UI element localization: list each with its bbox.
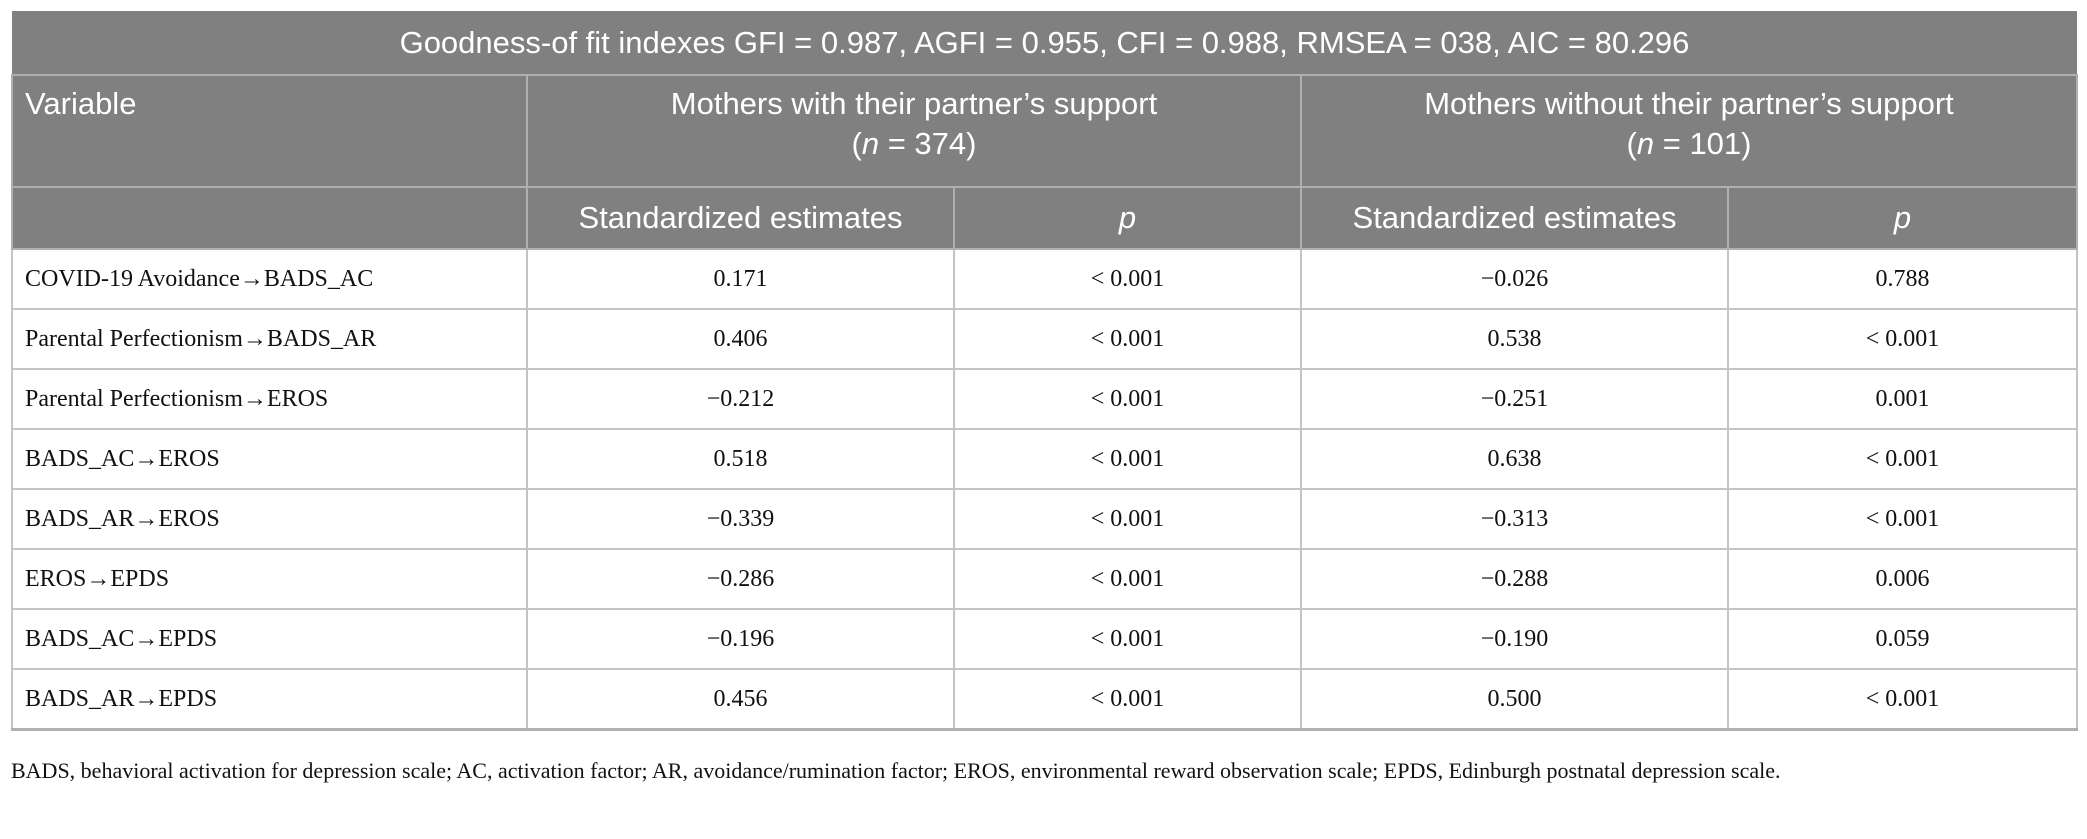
value-cell: 0.518 <box>526 428 955 490</box>
value-cell: < 0.001 <box>1726 488 2079 550</box>
value-cell: 0.406 <box>526 308 955 370</box>
value-cell: < 0.001 <box>953 308 1302 370</box>
group-name: Mothers with their partner’s support <box>670 86 1158 121</box>
variable-cell: BADS_AR→EROS <box>11 488 528 550</box>
value-cell: 0.788 <box>1726 248 2079 310</box>
value-cell: < 0.001 <box>1726 428 2079 490</box>
value-cell: 0.001 <box>1726 368 2079 430</box>
table-row: EROS→EPDS −0.286 < 0.001 −0.288 0.006 <box>11 548 2079 610</box>
value-cell: −0.196 <box>526 608 955 670</box>
table-row: BADS_AR→EROS −0.339 < 0.001 −0.313 < 0.001 <box>11 488 2079 550</box>
column-header: Standardized estimates <box>1300 186 1729 250</box>
value-cell: < 0.001 <box>1726 308 2079 370</box>
value-cell: 0.059 <box>1726 608 2079 670</box>
table-row: COVID-19 Avoidance→BADS_AC 0.171 < 0.001 −0… <box>11 248 2079 310</box>
variable-cell: Parental Perfectionism→EROS <box>11 368 528 430</box>
value-cell: 0.638 <box>1300 428 1729 490</box>
variable-cell: COVID-19 Avoidance→BADS_AC <box>11 248 528 310</box>
value-cell: −0.212 <box>526 368 955 430</box>
table-row: BADS_AR→EPDS 0.456 < 0.001 0.500 < 0.001 <box>11 668 2079 731</box>
value-cell: −0.026 <box>1300 248 1729 310</box>
variable-cell: BADS_AR→EPDS <box>11 668 528 731</box>
value-cell: < 0.001 <box>953 608 1302 670</box>
footnote: BADS, behavioral activation for depressi… <box>11 758 1781 783</box>
table-title: Goodness-of fit indexes GFI = 0.987, AGF… <box>12 11 2078 76</box>
table-row: Parental Perfectionism→EROS −0.212 < 0.001… <box>11 368 2079 430</box>
value-cell: < 0.001 <box>953 428 1302 490</box>
value-cell: < 0.001 <box>953 548 1302 610</box>
value-cell: 0.006 <box>1726 548 2079 610</box>
variable-cell: BADS_AC→EROS <box>11 428 528 490</box>
value-cell: < 0.001 <box>953 248 1302 310</box>
column-header: Standardized estimates <box>526 186 955 250</box>
n-open: ( <box>1626 126 1637 161</box>
value-cell: −0.313 <box>1300 488 1729 550</box>
column-header: p <box>1726 186 2079 250</box>
value-cell: −0.190 <box>1300 608 1729 670</box>
variable-cell: EROS→EPDS <box>11 548 528 610</box>
table-row: BADS_AC→EPDS −0.196 < 0.001 −0.190 0.059 <box>11 608 2079 670</box>
empty-header <box>11 186 528 250</box>
group-name: Mothers without their partner’s support <box>1424 86 1954 121</box>
table-row: BADS_AC→EROS 0.518 < 0.001 0.638 < 0.001 <box>11 428 2079 490</box>
value-cell: 0.171 <box>526 248 955 310</box>
variable-cell: Parental Perfectionism→BADS_AR <box>11 308 528 370</box>
table-row: Parental Perfectionism→BADS_AR 0.406 < 0.0… <box>11 308 2079 370</box>
n-symbol: n <box>1636 126 1655 161</box>
value-cell: < 0.001 <box>953 368 1302 430</box>
value-cell: 0.500 <box>1300 668 1729 731</box>
n-symbol: n <box>861 126 880 161</box>
value-cell: 0.456 <box>526 668 955 731</box>
value-cell: 0.538 <box>1300 308 1729 370</box>
n-open: ( <box>851 126 862 161</box>
value-cell: −0.286 <box>526 548 955 610</box>
group-header: Mothers with their partner’s support (n =… <box>526 74 1302 188</box>
value-cell: −0.251 <box>1300 368 1729 430</box>
value-cell: < 0.001 <box>1726 668 2079 731</box>
value-cell: −0.288 <box>1300 548 1729 610</box>
n-rest: = 374) <box>879 126 977 161</box>
value-cell: < 0.001 <box>953 668 1302 731</box>
variable-cell: BADS_AC→EPDS <box>11 608 528 670</box>
column-header: p <box>953 186 1302 250</box>
results-table: Goodness-of fit indexes GFI = 0.987, AGF… <box>11 11 2079 731</box>
value-cell: −0.339 <box>526 488 955 550</box>
variable-header: Variable <box>11 74 528 188</box>
value-cell: < 0.001 <box>953 488 1302 550</box>
group-header: Mothers without their partner’s support (… <box>1299 74 2079 188</box>
n-rest: = 101) <box>1654 126 1752 161</box>
